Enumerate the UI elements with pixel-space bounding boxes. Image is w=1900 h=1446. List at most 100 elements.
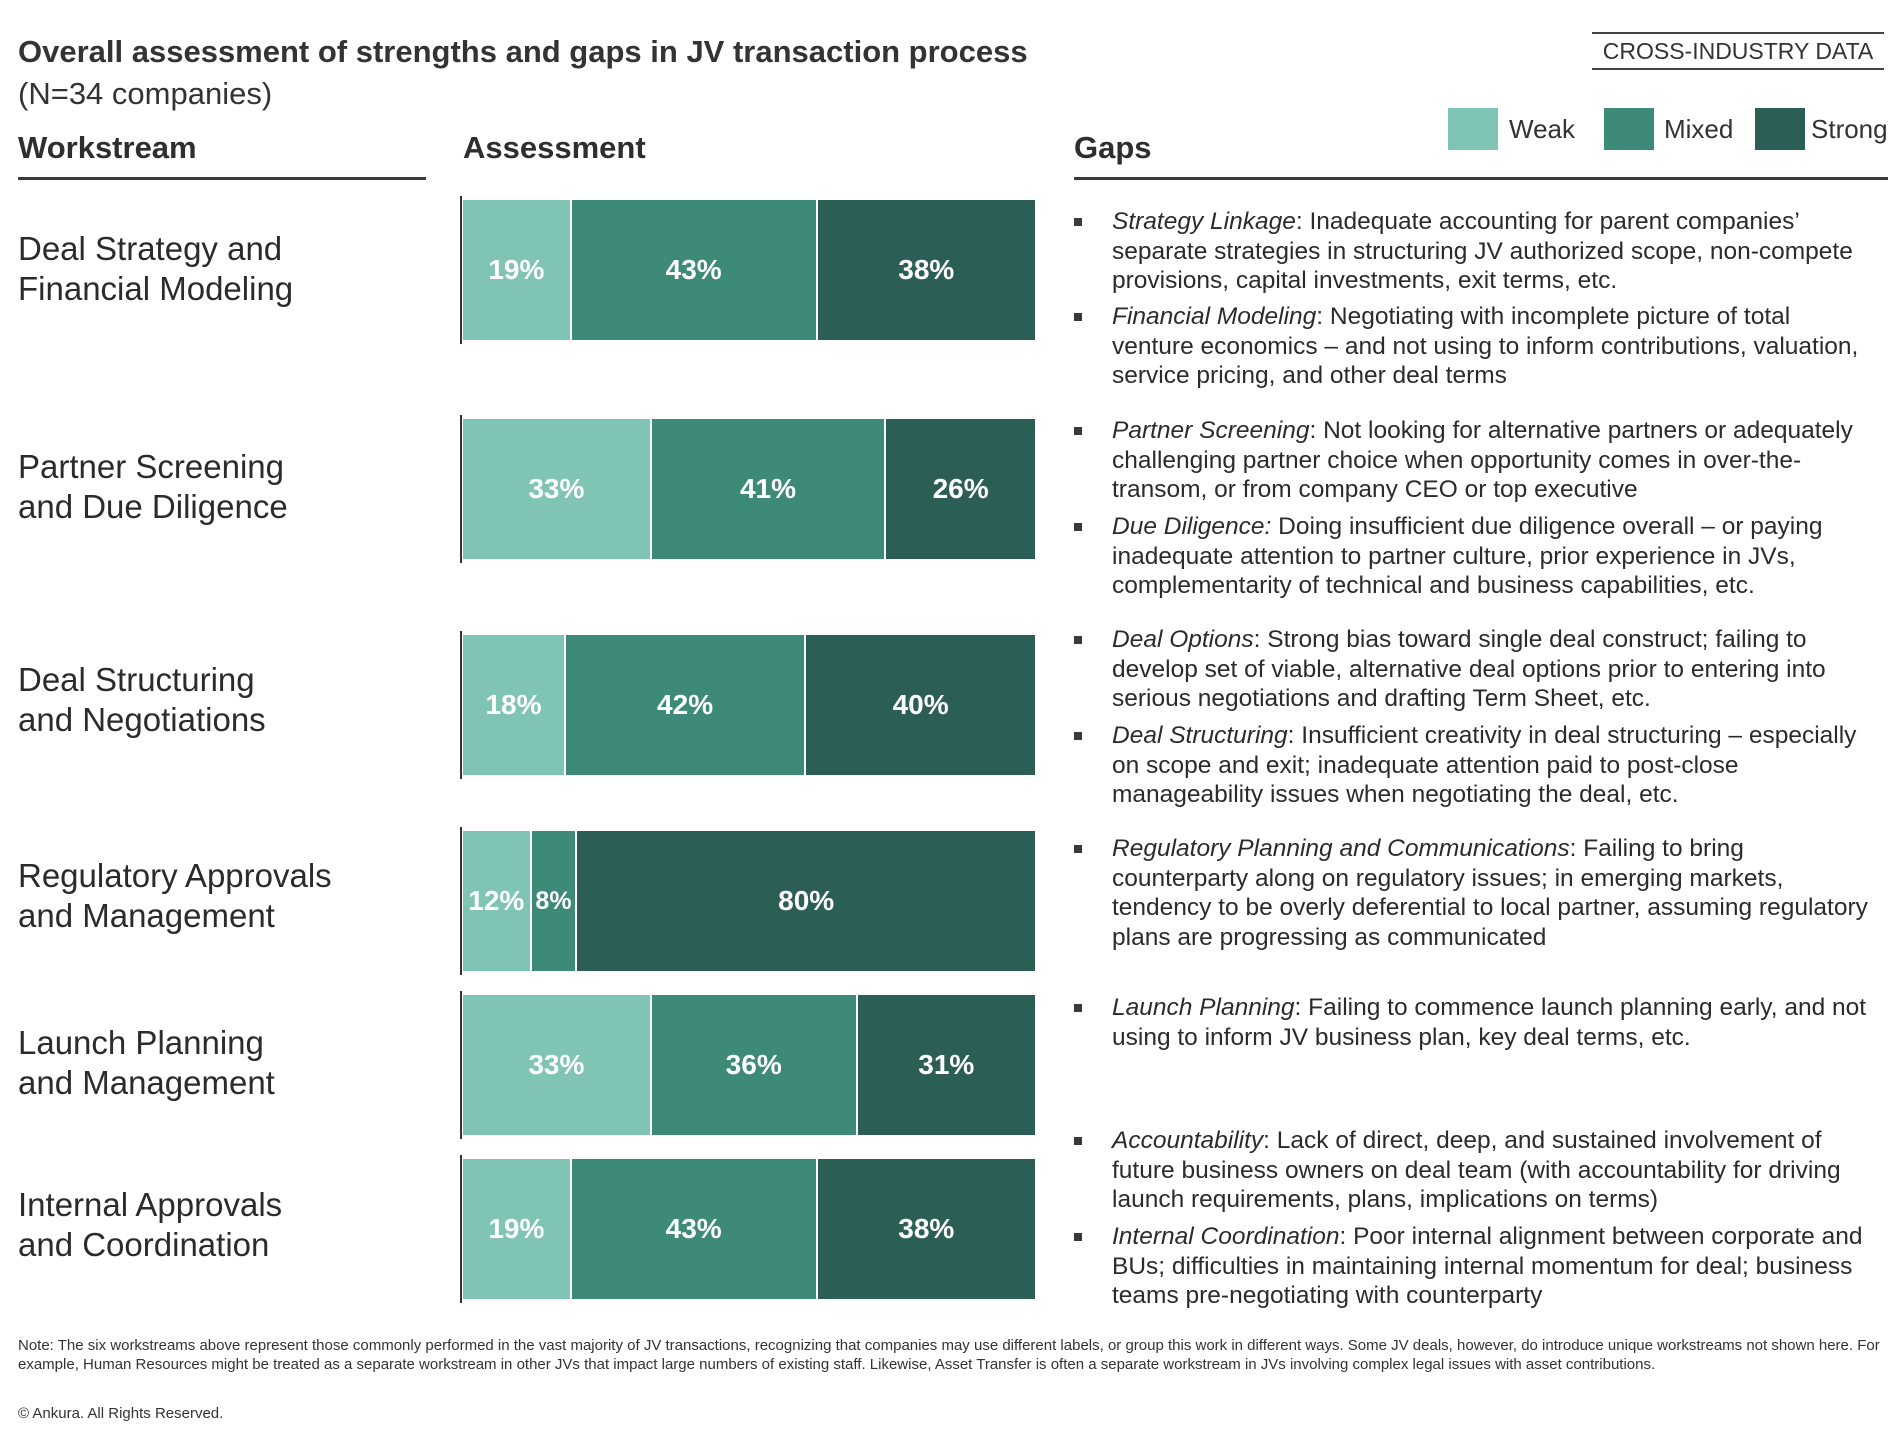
bar-axis [460, 827, 462, 975]
workstream-label: Internal Approvals and Coordination [18, 1185, 282, 1265]
workstream-label-line: Partner Screening [18, 448, 284, 485]
bar-segment-weak: 19% [463, 1159, 572, 1299]
gap-text: : Inadequate accounting for parent compa… [1112, 208, 1853, 294]
gap-bullet-item: Financial Modeling: Negotiating with inc… [1074, 302, 1874, 391]
bullet-icon [1074, 1233, 1082, 1241]
workstream-label-line: and Management [18, 897, 275, 934]
bar-segment-mixed: 43% [571, 1159, 818, 1299]
cross-industry-badge: CROSS-INDUSTRY DATA [1592, 32, 1884, 70]
bar-value-label: 8% [535, 886, 572, 915]
bar-value-label: 38% [898, 254, 955, 285]
workstream-label-line: Internal Approvals [18, 1186, 283, 1223]
bar-value-label: 33% [528, 1049, 585, 1080]
workstream-header-rule [18, 177, 426, 180]
bullet-icon [1074, 523, 1082, 531]
bar-value-label: 19% [488, 1213, 545, 1244]
bar-axis [460, 196, 462, 344]
gap-term: Accountability [1112, 1127, 1264, 1154]
gap-bullet-item: Partner Screening: Not looking for alter… [1074, 416, 1874, 505]
workstream-label-line: and Management [18, 1064, 275, 1101]
workstream-label: Regulatory Approvals and Management [18, 856, 332, 936]
bar-segment-weak: 19% [463, 200, 572, 340]
gap-text: : Poor internal alignment between corpor… [1112, 1223, 1863, 1309]
assessment-bar: 12% 8% 80% [463, 831, 1035, 971]
gap-text: : Negotiating with incomplete picture of… [1112, 303, 1859, 389]
bar-value-label: 41% [739, 473, 797, 504]
bar-value-label: 36% [725, 1049, 782, 1080]
bar-segment-mixed: 36% [651, 995, 858, 1135]
bar-value-label: 80% [778, 885, 835, 916]
workstream-label-line: Deal Structuring [18, 661, 255, 698]
bar-segment-mixed: 8% [531, 831, 578, 971]
workstream-label: Partner Screening and Due Diligence [18, 447, 288, 527]
bar-value-label: 43% [665, 254, 722, 285]
bar-value-label: 33% [528, 473, 585, 504]
bullet-icon [1074, 427, 1082, 435]
chart-title: Overall assessment of strengths and gaps… [18, 34, 1028, 69]
workstream-label: Launch Planning and Management [18, 1023, 275, 1103]
gap-term: Deal Options [1112, 626, 1254, 653]
bar-segment-strong: 31% [857, 995, 1035, 1135]
assessment-bar: 19% 43% 38% [463, 200, 1035, 340]
legend: Weak Mixed Strong [1448, 108, 1888, 150]
assessment-bar: 33% 36% 31% [463, 995, 1035, 1135]
bullet-icon [1074, 1137, 1082, 1145]
bullet-icon [1074, 636, 1082, 644]
bullet-icon [1074, 1004, 1082, 1012]
bar-axis [460, 415, 462, 563]
gap-bullet-item: Due Diligence: Doing insufficient due di… [1074, 512, 1874, 601]
bullet-icon [1074, 732, 1082, 740]
gap-term: Deal Structuring [1112, 722, 1288, 749]
gap-term: Regulatory Planning and Communications [1112, 835, 1570, 862]
bar-segment-strong: 38% [817, 1159, 1035, 1299]
gap-text: : Not looking for alternative partners o… [1112, 417, 1853, 503]
bar-segment-strong: 26% [886, 419, 1035, 559]
gap-term: Strategy Linkage [1112, 208, 1296, 235]
bar-value-label: 19% [488, 254, 545, 285]
bar-axis [460, 991, 462, 1139]
bar-axis [460, 1155, 462, 1303]
legend-label-mixed: Mixed [1664, 114, 1734, 144]
bullet-icon [1074, 845, 1082, 853]
bar-segment-strong: 80% [577, 831, 1035, 971]
workstream-label-line: Regulatory Approvals [18, 857, 332, 894]
gap-term: Financial Modeling [1112, 303, 1317, 330]
gap-term: Partner Screening [1112, 417, 1310, 444]
gap-text: : Failing to bring counterparty along on… [1112, 835, 1868, 951]
copyright: © Ankura. All Rights Reserved. [18, 1405, 224, 1422]
gap-term: Launch Planning [1112, 994, 1295, 1021]
assessment-bar: 19% 43% 38% [463, 1159, 1035, 1299]
bar-segment-weak: 12% [463, 831, 532, 971]
bullet-icon [1074, 313, 1082, 321]
legend-label-weak: Weak [1509, 114, 1575, 144]
bar-segment-strong: 40% [806, 635, 1035, 775]
workstream-label-line: and Coordination [18, 1226, 270, 1263]
bar-value-label: 26% [932, 473, 989, 504]
workstream-column-header: Workstream [18, 130, 197, 165]
bar-segment-weak: 33% [463, 419, 652, 559]
bar-value-label: 31% [918, 1049, 975, 1080]
gaps-column-header: Gaps [1074, 130, 1152, 165]
workstream-label-line: Deal Strategy and [18, 230, 283, 267]
workstream-label: Deal Strategy and Financial Modeling [18, 229, 293, 309]
bar-value-label: 38% [898, 1213, 955, 1244]
workstream-label-line: and Negotiations [18, 701, 266, 738]
gap-text: : Lack of direct, deep, and sustained in… [1112, 1127, 1841, 1213]
assessment-bar: 33% 41% 26% [463, 419, 1035, 559]
legend-swatch-strong [1755, 108, 1805, 150]
gap-text: Doing insufficient due diligence overall… [1112, 513, 1823, 599]
bullet-icon [1074, 218, 1082, 226]
bar-segment-weak: 18% [463, 635, 566, 775]
gaps-header-rule [1074, 177, 1888, 180]
bar-segment-weak: 33% [463, 995, 652, 1135]
gap-text: : Strong bias toward single deal constru… [1112, 626, 1826, 712]
gap-bullet-item: Accountability: Lack of direct, deep, an… [1074, 1126, 1874, 1215]
gap-bullet-item: Internal Coordination: Poor internal ali… [1074, 1222, 1874, 1311]
assessment-bar: 18% 42% 40% [463, 635, 1035, 775]
gap-bullet-item: Deal Structuring: Insufficient creativit… [1074, 721, 1874, 810]
bar-value-label: 42% [657, 689, 714, 720]
gap-bullet-item: Regulatory Planning and Communications: … [1074, 834, 1874, 952]
bar-segment-mixed: 42% [565, 635, 807, 775]
gap-bullet-item: Strategy Linkage: Inadequate accounting … [1074, 207, 1874, 296]
workstream-label-line: and Due Diligence [18, 488, 288, 525]
